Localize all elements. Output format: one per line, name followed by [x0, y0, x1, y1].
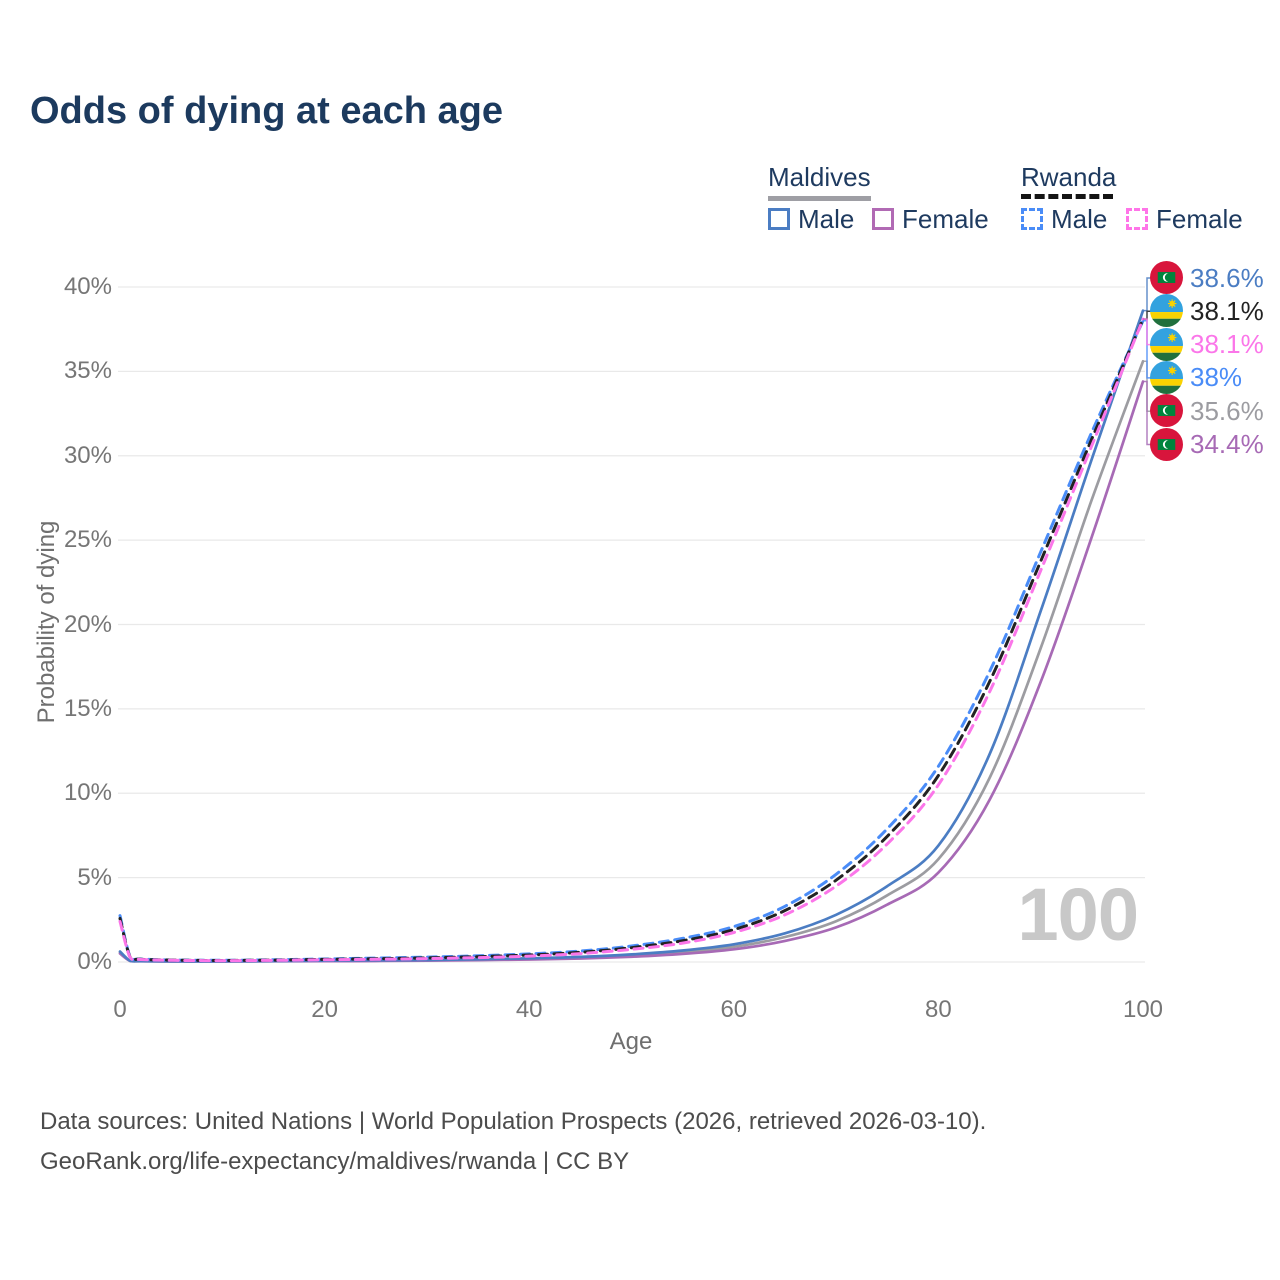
y-tick-label: 5%	[77, 863, 112, 891]
end-label-rwanda_male: 38%	[1150, 360, 1243, 394]
x-tick-label: 20	[311, 996, 338, 1023]
leader-line-maldives_female	[1143, 380, 1151, 446]
y-tick-label: 10%	[63, 779, 112, 807]
legend-label: Female	[1156, 204, 1243, 234]
series-line-rwanda_male	[118, 319, 1145, 962]
attribution-link[interactable]: GeoRank.org/life-expectancy/maldives/rwa…	[40, 1148, 630, 1175]
x-tick-label: 60	[720, 996, 748, 1023]
maldives-flag-icon	[1150, 394, 1183, 428]
rwanda-flag-icon	[1150, 294, 1183, 328]
y-tick-label: 25%	[63, 526, 112, 554]
rwanda-line-style-swatch	[1021, 194, 1113, 199]
leader-line-rwanda_male	[1143, 320, 1151, 379]
data-sources-text: Data sources: United Nations | World Pop…	[40, 1108, 987, 1135]
end-label-maldives_male: 38.6%	[1150, 261, 1264, 294]
rwanda-flag-icon	[1150, 327, 1183, 361]
y-tick-label: 30%	[63, 441, 112, 469]
series-line-maldives_male	[118, 309, 1145, 963]
end-label-value: 38.1%	[1190, 295, 1264, 326]
maldives-line-style-swatch	[768, 196, 871, 201]
x-tick-label: 80	[925, 996, 952, 1023]
x-axis-title: Age	[609, 1028, 653, 1055]
x-tick-label: 40	[515, 996, 543, 1023]
end-label-value: 38.1%	[1190, 329, 1264, 360]
maldives-female-swatch-icon	[872, 208, 894, 230]
leader-line-rwanda_female	[1143, 318, 1151, 346]
rwanda-male-swatch-icon	[1021, 208, 1043, 230]
legend-item-maldives-male[interactable]: Male	[768, 204, 854, 234]
end-label-rwanda_total: 38.1%	[1150, 294, 1264, 328]
end-label-maldives_female: 34.4%	[1150, 427, 1264, 461]
x-tick-label: 100	[1122, 996, 1164, 1023]
y-tick-label: 15%	[63, 694, 112, 722]
maldives-flag-icon	[1150, 427, 1183, 461]
maldives-flag-icon	[1150, 261, 1183, 294]
page-title: Odds of dying at each age	[30, 90, 503, 132]
y-tick-label: 20%	[63, 610, 112, 638]
maldives-male-swatch-icon	[768, 208, 790, 230]
series-line-rwanda_total	[118, 317, 1145, 963]
rwanda-female-swatch-icon	[1126, 208, 1148, 230]
legend-label: Male	[1051, 204, 1108, 234]
age-watermark: 100	[1017, 873, 1139, 956]
legend-item-rwanda-female[interactable]: Female	[1126, 204, 1243, 234]
y-tick-label: 0%	[77, 948, 112, 975]
series-line-rwanda_female	[118, 317, 1145, 963]
legend-item-rwanda-male[interactable]: Male	[1021, 204, 1107, 234]
rwanda-flag-icon	[1150, 360, 1183, 394]
y-tick-label: 35%	[63, 357, 112, 385]
series-line-maldives_total	[118, 359, 1145, 963]
end-label-value: 35.6%	[1190, 395, 1264, 426]
legend-label: Female	[902, 204, 989, 234]
leader-line-maldives_male	[1143, 277, 1151, 312]
legend-country-maldives: Maldives	[768, 162, 871, 192]
end-label-value: 38%	[1190, 362, 1243, 393]
legend-item-maldives-female[interactable]: Female	[872, 204, 989, 234]
legend-label: Male	[798, 204, 855, 234]
end-label-rwanda_female: 38.1%	[1150, 327, 1264, 361]
y-tick-label: 40%	[63, 273, 112, 300]
end-label-value: 38.6%	[1190, 262, 1264, 293]
x-tick-label: 0	[113, 996, 127, 1023]
end-label-value: 34.4%	[1190, 429, 1264, 459]
legend-country-rwanda: Rwanda	[1021, 162, 1117, 192]
end-label-maldives_total: 35.6%	[1150, 394, 1264, 428]
y-axis-title: Probability of dying	[33, 520, 60, 724]
